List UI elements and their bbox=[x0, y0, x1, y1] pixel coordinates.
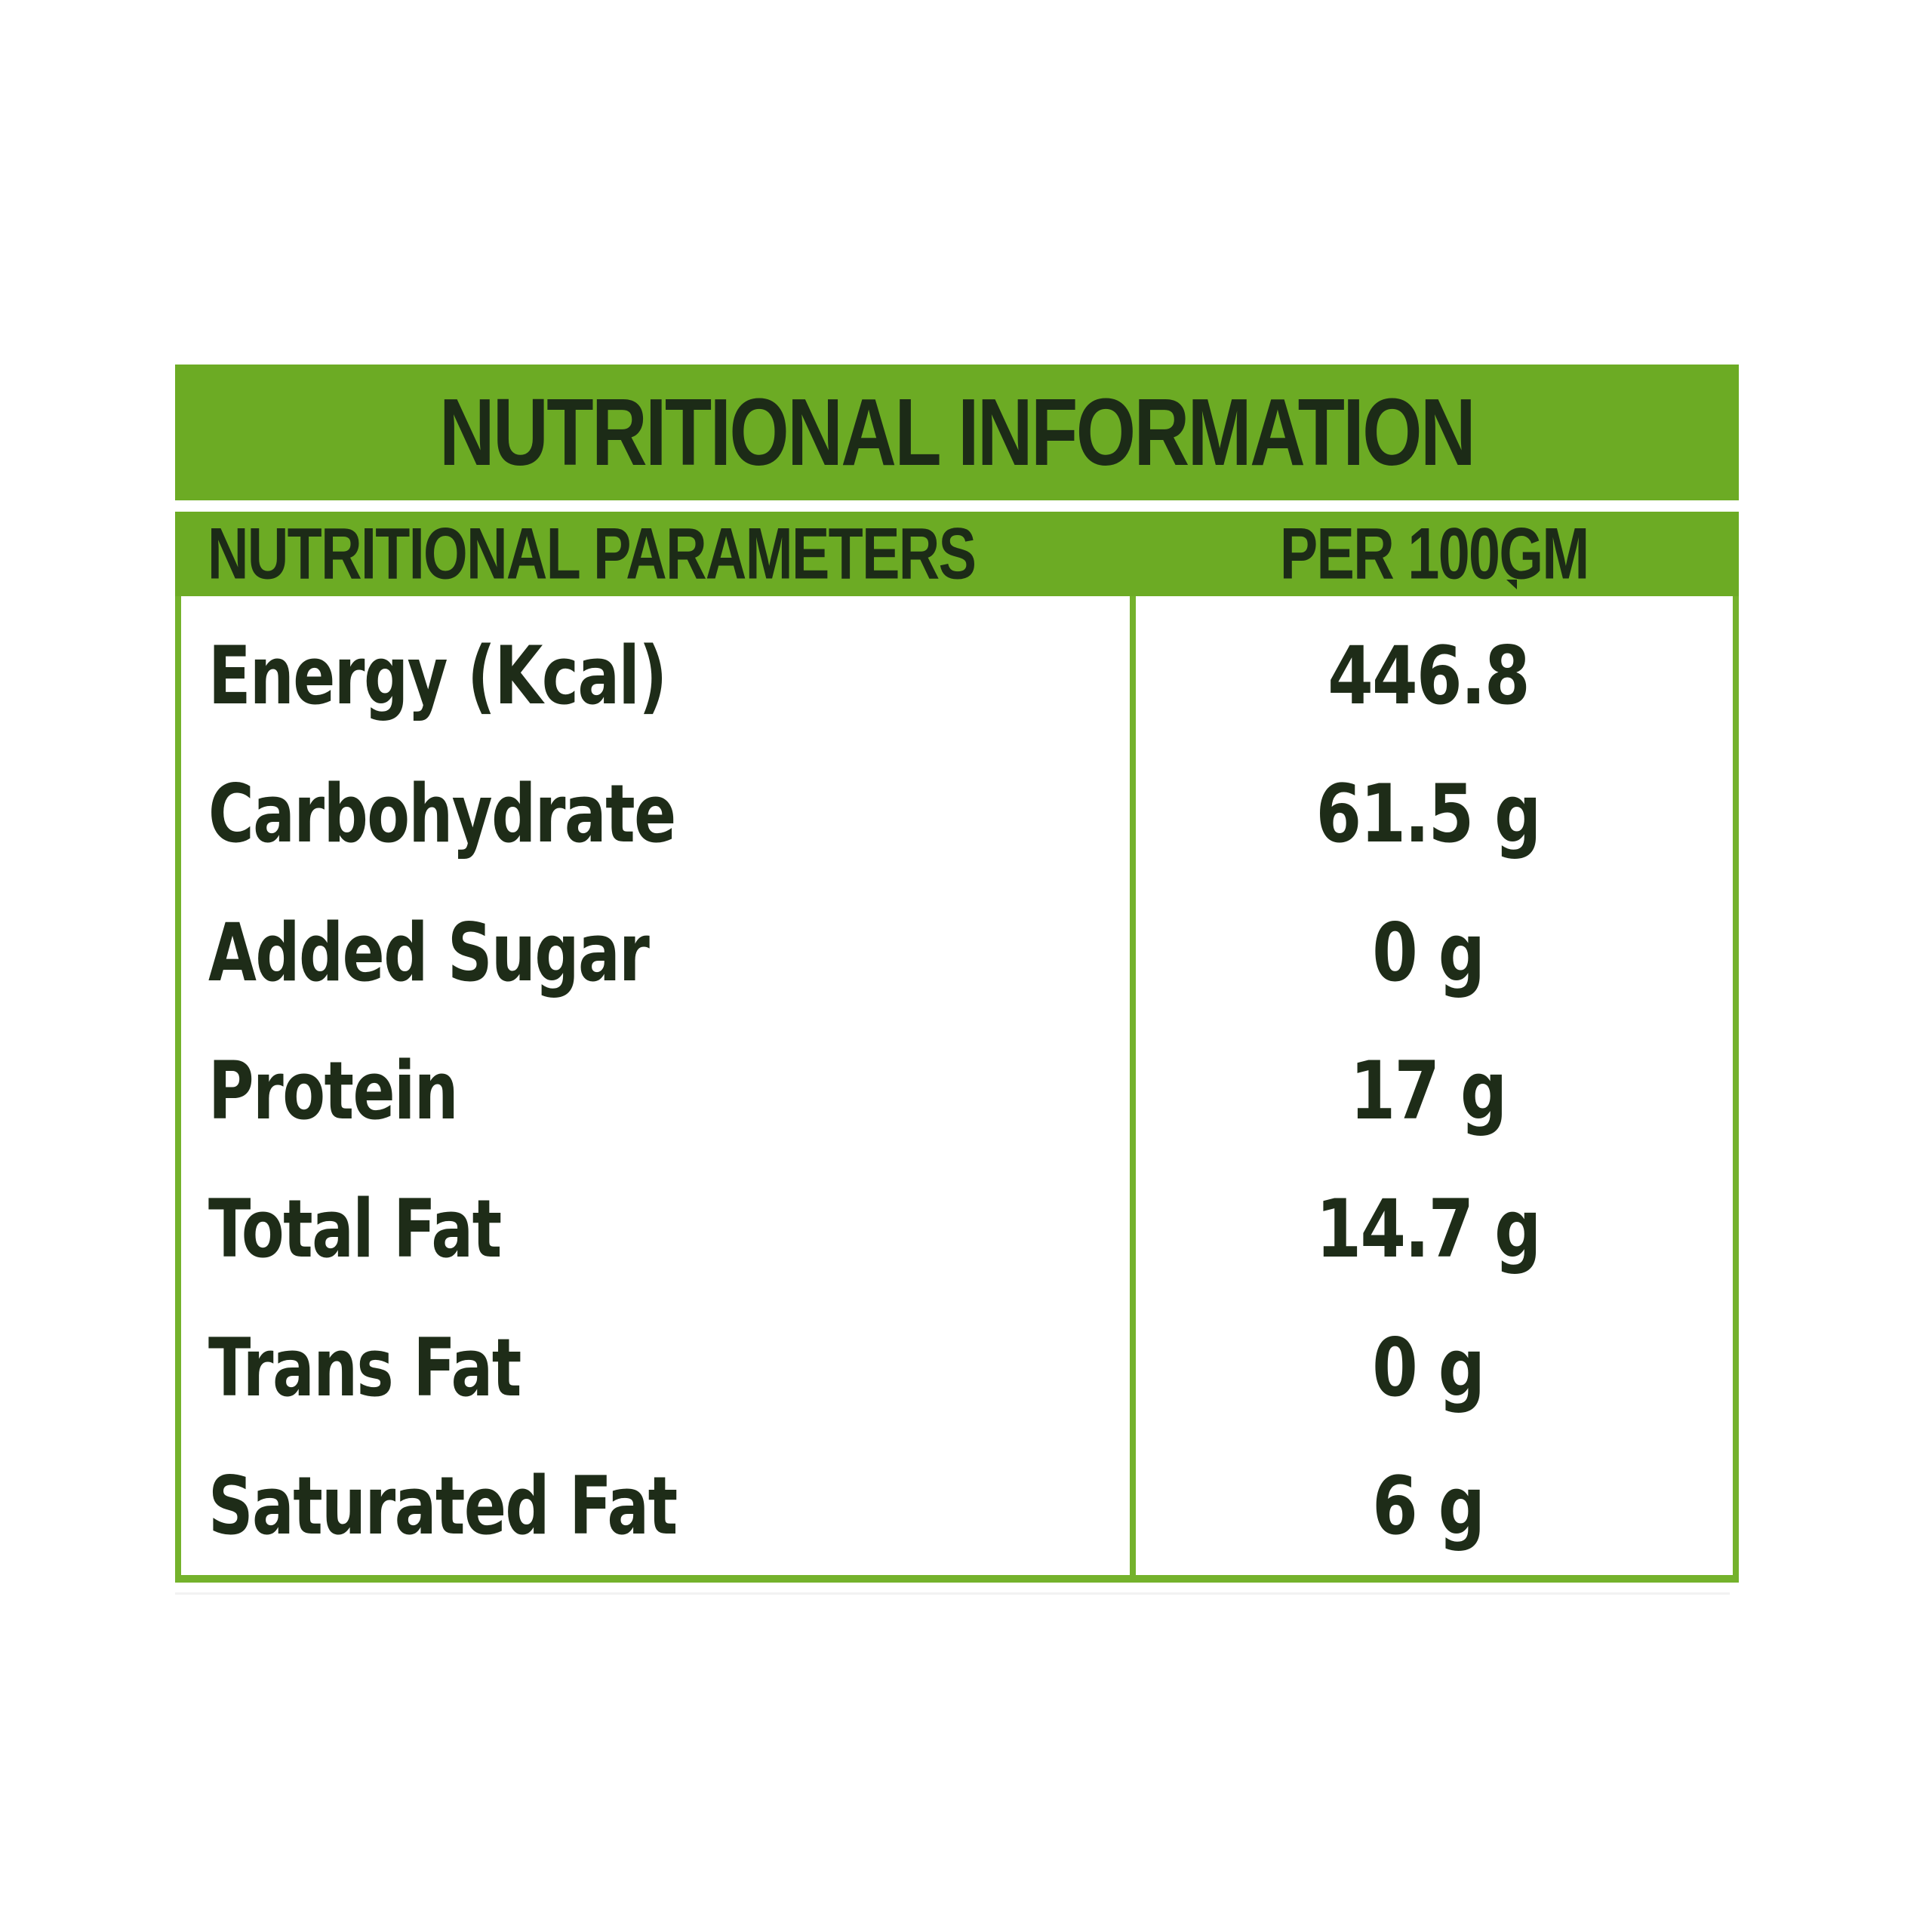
row-value: 61.5 g bbox=[1315, 768, 1542, 861]
row-label: Saturated Fat bbox=[208, 1459, 678, 1552]
column-divider bbox=[1130, 596, 1136, 1575]
title-bar: NUTRITIONAL INFORMATION bbox=[175, 365, 1739, 500]
table-row: Energy (Kcal) 446.8 bbox=[181, 629, 1733, 722]
table-row: Protein 17 g bbox=[181, 1044, 1733, 1137]
row-label: Protein bbox=[208, 1044, 459, 1137]
table-row: Saturated Fat 6 g bbox=[181, 1460, 1733, 1552]
table-body-border bbox=[175, 596, 1739, 1583]
table-row: Total Fat 14.7 g bbox=[181, 1183, 1733, 1275]
page-title: NUTRITIONAL INFORMATION bbox=[439, 379, 1476, 486]
table-row: Added Sugar 0 g bbox=[181, 906, 1733, 999]
row-value: 446.8 bbox=[1327, 629, 1530, 723]
column-header-bar: NUTRITIONAL PARAMETERS PER 100GM bbox=[175, 512, 1739, 596]
per-100gm-column-header: PER 100GM bbox=[1280, 512, 1589, 595]
faint-print-line bbox=[175, 1592, 1730, 1595]
row-label: Trans Fat bbox=[208, 1321, 521, 1414]
table-rows: Energy (Kcal) 446.8 Carbohydrate 61.5 g … bbox=[181, 596, 1733, 1575]
table-row: Trans Fat 0 g bbox=[181, 1321, 1733, 1414]
row-label: Carbohydrate bbox=[208, 768, 676, 861]
row-value: 0 g bbox=[1372, 1321, 1485, 1414]
row-value: 14.7 g bbox=[1315, 1183, 1542, 1276]
row-label: Total Fat bbox=[208, 1183, 502, 1276]
row-value: 6 g bbox=[1372, 1459, 1485, 1552]
row-label: Energy (Kcal) bbox=[208, 629, 667, 723]
row-label: Added Sugar bbox=[208, 906, 650, 999]
parameters-column-header: NUTRITIONAL PARAMETERS bbox=[208, 512, 977, 595]
row-value: 0 g bbox=[1372, 906, 1485, 999]
table-row: Carbohydrate 61.5 g bbox=[181, 768, 1733, 860]
row-value: 17 g bbox=[1350, 1044, 1508, 1137]
print-artifact-mark bbox=[1506, 580, 1517, 589]
